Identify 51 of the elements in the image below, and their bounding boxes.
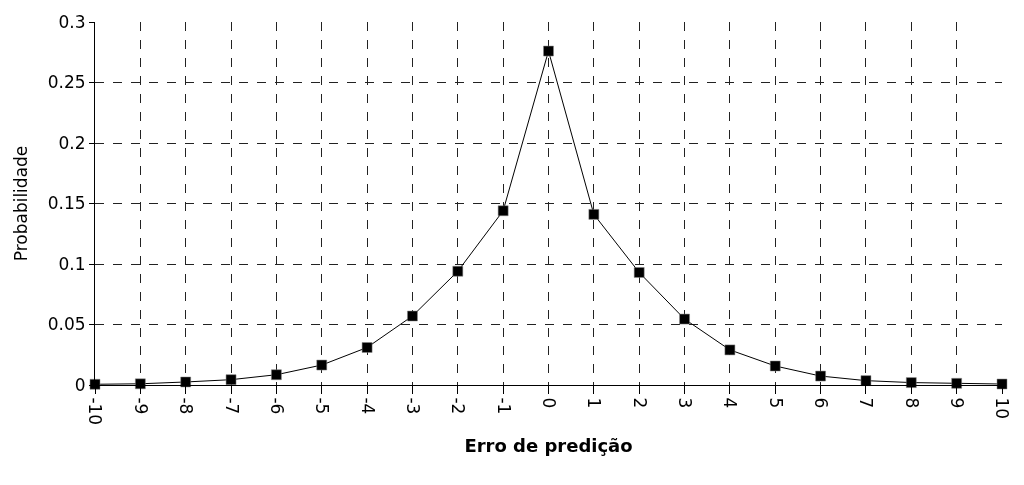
x-tick-label: -9 xyxy=(130,397,151,415)
x-tick-label: 10 xyxy=(992,397,1013,420)
x-tick-label: -6 xyxy=(266,397,287,415)
point xyxy=(724,344,736,356)
x-tick-label: 7 xyxy=(856,397,877,409)
x-tick-label: 3 xyxy=(675,397,696,409)
y-tick-label: 0.15 xyxy=(47,193,86,214)
y-tick-label: 0.3 xyxy=(58,11,86,32)
y-tick-label: 0 xyxy=(74,374,86,395)
y-tick-label: 0.05 xyxy=(47,314,86,335)
point xyxy=(271,369,282,380)
point xyxy=(633,267,645,278)
x-tick-label: 2 xyxy=(629,397,650,409)
point xyxy=(815,370,826,382)
x-tick-label: -3 xyxy=(402,397,423,415)
point xyxy=(588,209,600,220)
point xyxy=(407,310,418,322)
x-tick-label: 5 xyxy=(765,397,786,409)
x-tick-label: -8 xyxy=(176,397,197,415)
x-tick-label: -10 xyxy=(85,397,106,426)
x-tick-label: 8 xyxy=(901,397,922,409)
y-tick-label: 0.25 xyxy=(47,72,86,93)
x-tick-label: -1 xyxy=(493,397,514,415)
point xyxy=(906,377,917,388)
y-tick-label: 0.2 xyxy=(58,132,86,153)
x-tick-label: 1 xyxy=(584,397,605,409)
point xyxy=(361,342,373,353)
x-tick-label: -2 xyxy=(448,397,469,415)
y-tick-label: 0.1 xyxy=(58,253,86,274)
point xyxy=(770,360,781,372)
point xyxy=(135,378,146,390)
point xyxy=(996,378,1008,390)
point xyxy=(679,313,690,325)
point xyxy=(452,266,464,277)
x-axis-title: Erro de predição xyxy=(464,435,633,457)
y-axis-title: Probabilidade xyxy=(11,145,32,262)
point xyxy=(497,205,509,217)
point xyxy=(89,379,101,390)
point xyxy=(860,375,872,386)
point xyxy=(316,359,327,371)
x-tick-label: 4 xyxy=(720,397,741,409)
x-tick-label: 9 xyxy=(947,397,968,409)
point xyxy=(951,378,962,389)
point xyxy=(180,376,191,388)
x-tick-label: 6 xyxy=(811,397,832,409)
x-tick-label: -5 xyxy=(312,397,333,415)
x-tick-label: 0 xyxy=(538,397,559,409)
point xyxy=(543,45,554,57)
point xyxy=(225,374,237,385)
x-tick-label: -7 xyxy=(221,397,242,415)
x-tick-label: -4 xyxy=(357,397,378,415)
